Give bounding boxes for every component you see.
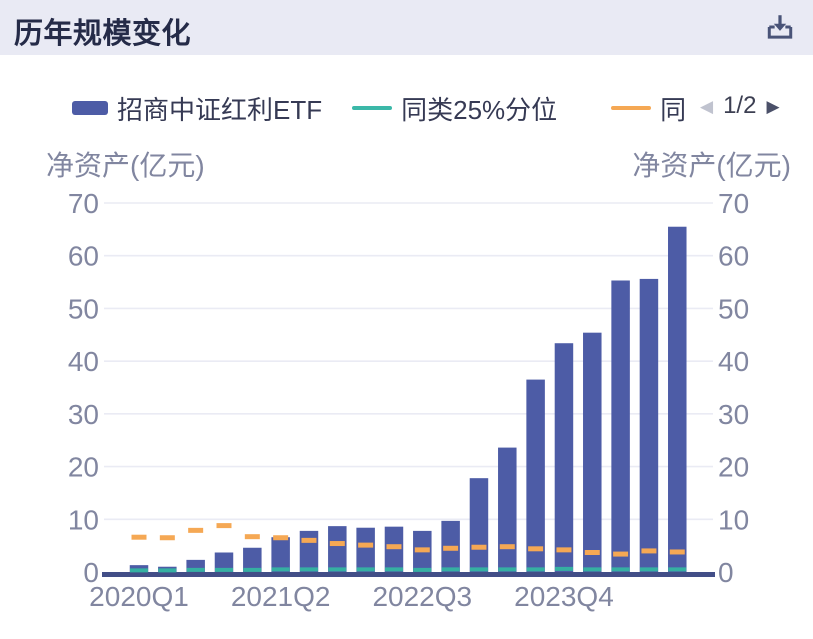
download-button[interactable] <box>765 12 795 42</box>
legend-marker-bar <box>72 101 108 115</box>
bar-2024Q4[interactable] <box>668 226 687 574</box>
bar-2022Q2[interactable] <box>384 526 404 574</box>
x-tick-label-2023Q4: 2023Q4 <box>514 581 614 612</box>
y-tick-label-right: 60 <box>718 241 749 272</box>
bar-2022Q1[interactable] <box>356 527 375 574</box>
y-tick-label-right: 10 <box>718 504 749 535</box>
bar-2023Q2[interactable] <box>498 447 517 574</box>
y-tick-label-right: 0 <box>718 557 734 588</box>
x-tick-label-2022Q3: 2022Q3 <box>372 581 472 612</box>
legend-marker-line <box>352 106 393 110</box>
left-axis-title: 净资产(亿元) <box>46 150 205 181</box>
legend-label: 招商中证红利ETF <box>117 94 323 125</box>
card-title: 历年规模变化 <box>14 18 192 50</box>
bar-2021Q4[interactable] <box>328 526 347 574</box>
y-tick-label-left: 40 <box>68 346 99 377</box>
y-tick-label-right: 20 <box>718 452 749 483</box>
y-tick-label-left: 60 <box>68 241 99 272</box>
bar-2023Q4[interactable] <box>554 343 574 574</box>
bar-2024Q3[interactable] <box>639 278 659 574</box>
bar-2021Q1[interactable] <box>243 547 262 574</box>
bar-2024Q2[interactable] <box>611 280 630 574</box>
y-tick-label-left: 20 <box>68 452 99 483</box>
bar-2024Q1[interactable] <box>583 332 602 574</box>
scale-chart-svg: 0 0 10 10 20 20 30 30 40 40 50 50 60 60 70 70 2020Q1 2021… <box>68 188 749 612</box>
download-icon <box>767 15 793 39</box>
bar-2022Q3[interactable] <box>413 530 432 574</box>
y-tick-label-left: 50 <box>68 293 99 324</box>
x-tick-label-2021Q2: 2021Q2 <box>231 581 331 612</box>
legend-label: 同类25%分位 <box>401 94 558 125</box>
legend-label: 同 <box>660 94 687 125</box>
pager-next-icon[interactable]: ▶ <box>766 96 780 116</box>
chart-area: 0 0 10 10 20 20 30 30 40 40 50 50 60 60 70 70 2020Q1 2021… <box>0 176 813 639</box>
pager-page-indicator: 1/2 <box>723 92 757 119</box>
legend-marker-line <box>611 106 652 110</box>
y-tick-label-right: 70 <box>718 188 749 219</box>
legend-item-2[interactable]: 同类25%分位 <box>352 90 557 127</box>
y-tick-label-right: 30 <box>718 399 749 430</box>
y-tick-label-right: 40 <box>718 346 749 377</box>
y-tick-label-left: 0 <box>83 557 99 588</box>
y-tick-label-right: 50 <box>718 293 749 324</box>
y-tick-label-left: 70 <box>68 188 99 219</box>
legend-item-1[interactable]: 招商中证红利ETF <box>72 90 322 127</box>
legend-item-3[interactable]: 同 <box>611 90 686 127</box>
y-tick-label-left: 10 <box>68 504 99 535</box>
bar-2021Q2[interactable] <box>271 537 290 574</box>
bar-2023Q3[interactable] <box>526 379 545 574</box>
legend-row: 招商中证红利ETF 同类25%分位 同 ◀ 1/2 ▶ <box>0 88 813 128</box>
pager-prev-icon[interactable]: ◀ <box>700 96 714 116</box>
y-tick-label-left: 30 <box>68 399 99 430</box>
x-tick-label-2020Q1: 2020Q1 <box>89 581 189 612</box>
legend-pager: ◀ 1/2 ▶ <box>700 92 780 120</box>
card-header: 历年规模变化 <box>0 0 813 55</box>
legend-items: 招商中证红利ETF 同类25%分位 同 <box>72 88 692 128</box>
bar-2023Q1[interactable] <box>469 478 489 574</box>
right-axis-title: 净资产(亿元) <box>632 150 791 181</box>
